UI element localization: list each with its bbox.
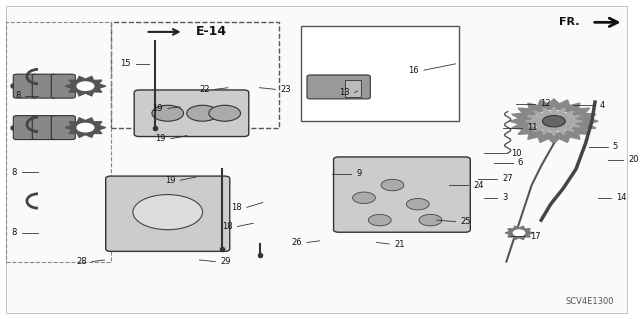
Polygon shape: [509, 99, 598, 144]
FancyBboxPatch shape: [333, 157, 470, 232]
FancyBboxPatch shape: [134, 90, 249, 137]
Text: 14: 14: [616, 193, 627, 202]
Circle shape: [77, 123, 94, 132]
Text: 22: 22: [200, 85, 210, 94]
Text: 5: 5: [612, 142, 618, 151]
Circle shape: [419, 214, 442, 226]
Polygon shape: [65, 77, 106, 96]
Circle shape: [543, 115, 565, 127]
Polygon shape: [65, 118, 106, 137]
Text: 19: 19: [152, 104, 163, 113]
Text: 16: 16: [408, 66, 419, 75]
Text: 19: 19: [165, 176, 175, 185]
Text: 29: 29: [220, 257, 231, 266]
Circle shape: [353, 192, 375, 204]
FancyBboxPatch shape: [51, 74, 76, 98]
Text: 6: 6: [518, 158, 523, 167]
Text: 11: 11: [527, 123, 538, 132]
Text: 20: 20: [628, 155, 639, 164]
Circle shape: [543, 116, 564, 127]
Text: FR.: FR.: [559, 17, 579, 27]
Text: 15: 15: [120, 59, 131, 68]
Text: 21: 21: [394, 240, 405, 249]
FancyBboxPatch shape: [106, 176, 230, 251]
Circle shape: [533, 111, 575, 132]
FancyBboxPatch shape: [345, 80, 361, 97]
Circle shape: [406, 198, 429, 210]
Circle shape: [77, 82, 94, 90]
Circle shape: [381, 179, 404, 191]
Text: 3: 3: [502, 193, 508, 202]
Text: 26: 26: [291, 238, 302, 247]
Text: 8: 8: [12, 168, 17, 177]
Text: 17: 17: [531, 232, 541, 241]
Text: 28: 28: [76, 257, 86, 266]
Circle shape: [209, 105, 241, 121]
FancyBboxPatch shape: [13, 116, 37, 140]
Text: SCV4E1300: SCV4E1300: [566, 297, 614, 306]
Polygon shape: [525, 107, 582, 136]
FancyBboxPatch shape: [32, 74, 56, 98]
FancyBboxPatch shape: [307, 75, 371, 99]
Text: 8: 8: [15, 91, 20, 100]
Text: 18: 18: [231, 203, 242, 212]
FancyBboxPatch shape: [51, 116, 76, 140]
Text: E-14: E-14: [196, 26, 227, 38]
Circle shape: [513, 230, 525, 236]
Text: 23: 23: [280, 85, 291, 94]
FancyBboxPatch shape: [13, 74, 37, 98]
Text: 24: 24: [474, 181, 484, 189]
FancyBboxPatch shape: [301, 26, 459, 121]
FancyBboxPatch shape: [6, 6, 627, 313]
Text: 8: 8: [12, 228, 17, 237]
Circle shape: [133, 195, 202, 230]
Text: 9: 9: [356, 169, 362, 178]
Text: 12: 12: [540, 99, 550, 108]
Text: 4: 4: [600, 101, 605, 110]
Circle shape: [187, 105, 218, 121]
Text: 13: 13: [339, 88, 349, 97]
Text: 10: 10: [511, 149, 522, 158]
Text: 27: 27: [502, 174, 513, 183]
Text: 19: 19: [156, 134, 166, 143]
Circle shape: [369, 214, 391, 226]
FancyBboxPatch shape: [32, 116, 56, 140]
Circle shape: [152, 105, 184, 121]
Text: 18: 18: [221, 222, 232, 231]
Polygon shape: [505, 226, 533, 240]
Text: 25: 25: [461, 217, 471, 226]
